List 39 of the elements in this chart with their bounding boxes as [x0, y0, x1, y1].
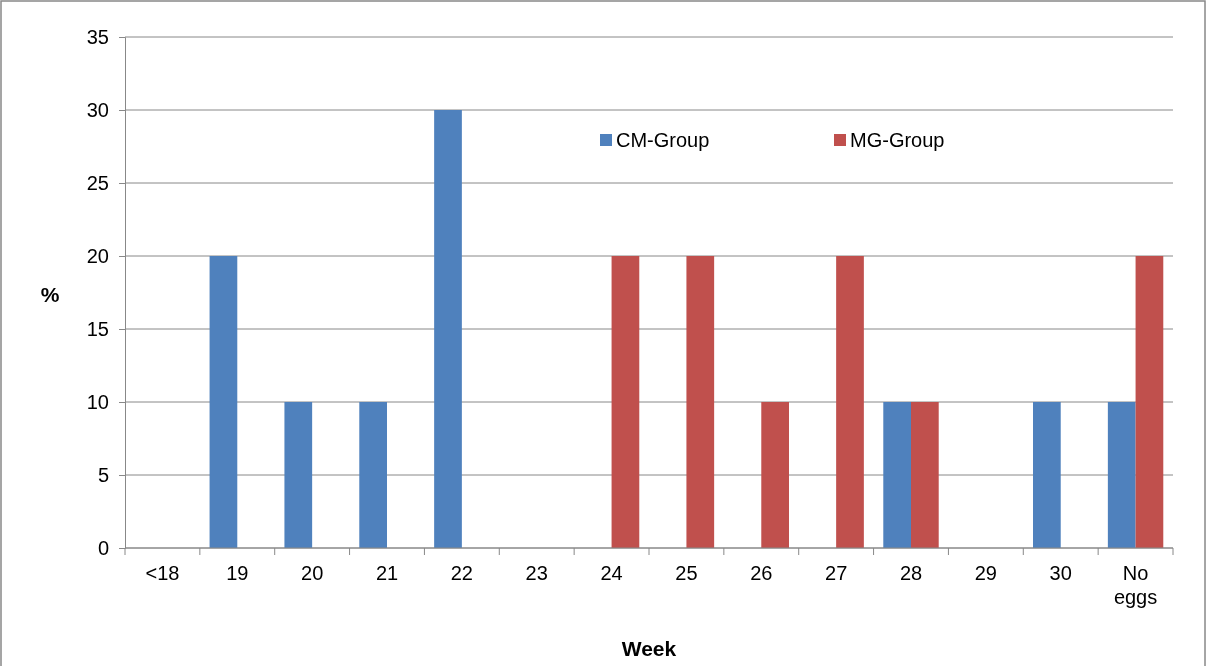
- y-axis-title: %: [40, 283, 60, 306]
- x-tick-label: 27: [825, 562, 848, 584]
- x-tick-label: No eggs: [1113, 562, 1158, 608]
- y-tick-label: 5: [97, 463, 109, 486]
- y-tick-label: 25: [86, 171, 109, 194]
- x-tick-label: 29: [974, 562, 997, 584]
- x-tick-label: 19: [226, 562, 249, 584]
- bar: [359, 402, 387, 548]
- bar: [761, 402, 789, 548]
- bar: [883, 402, 911, 548]
- x-axis-title: Week: [621, 637, 677, 660]
- y-tick-label: 10: [86, 390, 109, 413]
- x-tick-label: 23: [525, 562, 548, 584]
- bar: [836, 256, 864, 548]
- x-tick-label: 20: [301, 562, 324, 584]
- bar: [434, 110, 462, 548]
- x-tick-label: 28: [899, 562, 923, 584]
- y-tick-label: 30: [86, 98, 109, 121]
- bar: [209, 256, 238, 548]
- x-tick-label: 25: [675, 562, 698, 584]
- bar: [1135, 256, 1164, 548]
- bar: [686, 256, 715, 548]
- x-tick-label: 21: [375, 562, 399, 584]
- bar: [611, 256, 640, 548]
- x-tick-label: <18: [145, 562, 180, 584]
- bar: [911, 402, 939, 548]
- x-tick-label: 26: [750, 562, 773, 584]
- y-tick-label: 20: [86, 244, 109, 267]
- x-tick-label: 22: [450, 562, 473, 584]
- legend-label: CM-Group: [616, 129, 710, 151]
- bar: [1033, 402, 1061, 548]
- x-tick-label: 30: [1049, 562, 1072, 584]
- legend-label: MG-Group: [850, 129, 945, 151]
- x-tick-label: 24: [600, 562, 623, 584]
- y-tick-label: 0: [97, 536, 109, 559]
- y-tick-label: 35: [86, 25, 109, 48]
- y-tick-label: 15: [86, 317, 109, 340]
- bar: [1107, 402, 1136, 548]
- bar: [284, 402, 313, 548]
